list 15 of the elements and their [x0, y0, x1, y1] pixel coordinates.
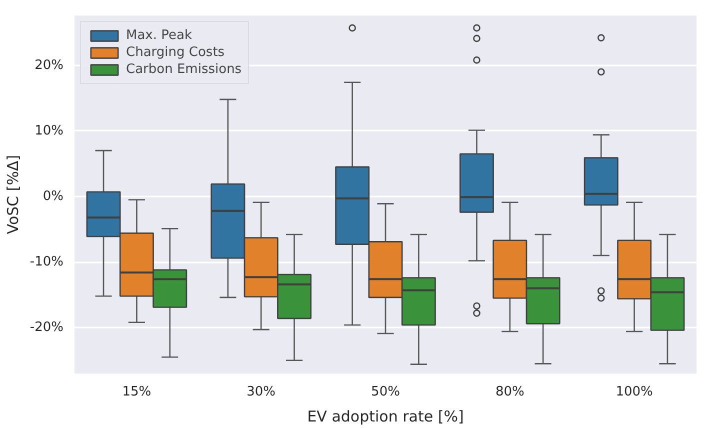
x-tick-label: 80%: [495, 384, 524, 400]
x-tick-label: 50%: [371, 384, 400, 400]
y-tick-label: 0%: [42, 188, 64, 204]
y-tick-label: -10%: [30, 254, 64, 270]
y-axis-title: VoSC [%Δ]: [4, 154, 22, 234]
y-tick-label: -20%: [30, 320, 64, 336]
legend-label: Max. Peak: [126, 28, 192, 43]
x-tick-label: 30%: [246, 384, 276, 400]
legend-label: Carbon Emissions: [126, 62, 242, 77]
x-tick-label: 15%: [122, 384, 152, 400]
y-tick-label: 20%: [34, 58, 64, 73]
legend-label: Charging Costs: [126, 45, 225, 60]
x-axis-title: EV adoption rate [%]: [307, 408, 464, 426]
x-tick-label: 100%: [616, 384, 653, 400]
y-tick-label: 10%: [34, 123, 64, 138]
